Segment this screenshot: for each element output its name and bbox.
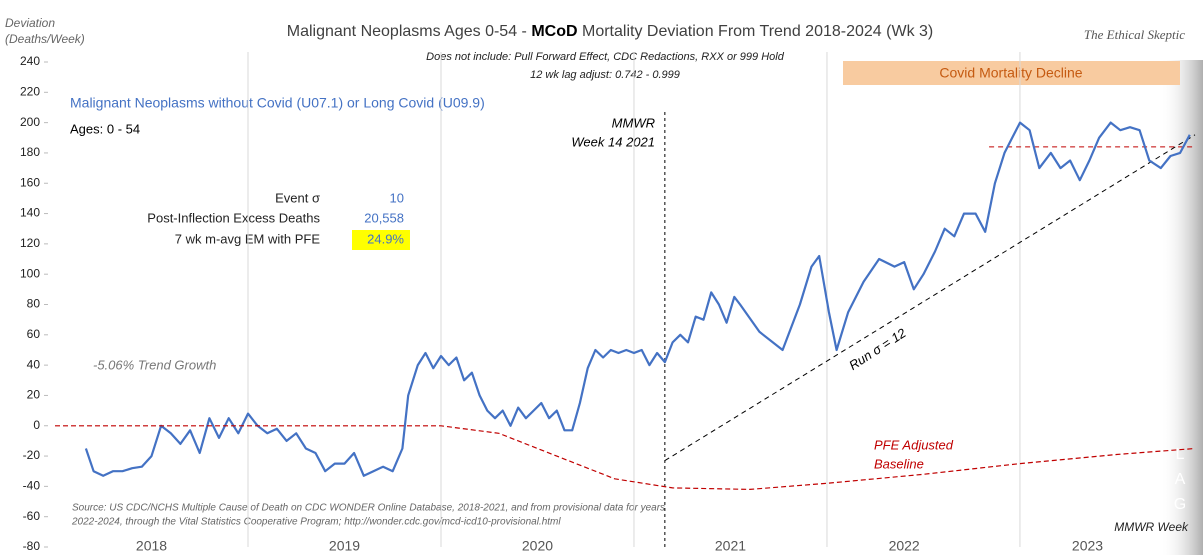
y-tick-label: 160 [20, 175, 40, 189]
y-tick-label: -60 [23, 509, 41, 523]
title-part: Malignant Neoplasms Ages 0-54 - [287, 23, 532, 40]
stat-value: 10 [390, 190, 404, 205]
trend-label: -5.06% Trend Growth [93, 357, 216, 372]
lag-label: A [1175, 471, 1186, 488]
plot: -80 -60 -40 -20 0 20 40 60 80 100 120 140 160 180 200 2… [20, 52, 1196, 554]
source: Source: US CDC/NCHS Multiple Cause of De… [72, 503, 665, 514]
highlight [352, 230, 410, 250]
stat-label: Event σ [275, 190, 320, 205]
stat-value: 24.9% [367, 231, 404, 246]
series-line [84, 121, 1191, 477]
y-tick-label: 0 [33, 418, 40, 432]
series-line [55, 425, 1196, 490]
y-tick-label: 80 [27, 297, 41, 311]
brand: The Ethical Skeptic [1084, 27, 1185, 42]
y-tick-label: 180 [20, 145, 40, 159]
y-tick-label: 240 [20, 54, 40, 68]
x-tick-label: 2019 [329, 538, 360, 554]
y-tick-label: 60 [27, 327, 41, 341]
reference-line [664, 134, 1196, 462]
lag-label: G [1174, 496, 1186, 513]
y-tick-label: -40 [23, 479, 41, 493]
subtitle: 12 wk lag adjust: 0.742 - 0.999 [530, 69, 680, 81]
lag-shade [1160, 60, 1203, 555]
y-tick-label: 40 [27, 357, 41, 371]
x-tick-label: 2022 [889, 538, 920, 554]
chart-title: Malignant Neoplasms Ages 0-54 - MCoD Mor… [287, 23, 933, 40]
title-part: Mortality Deviation From Trend 2018-2024… [578, 23, 934, 40]
y-tick-label: 20 [27, 388, 41, 402]
y-tick-label: 120 [20, 236, 40, 250]
y-tick-label: -80 [23, 539, 41, 553]
series-label: Malignant Neoplasms without Covid (U07.1… [70, 95, 485, 111]
mmwr-label: MMWR [612, 115, 655, 130]
x-tick-label: 2020 [522, 538, 553, 554]
stat-label: Post-Inflection Excess Deaths [147, 210, 320, 225]
subtitle: Does not include: Pull Forward Effect, C… [426, 51, 785, 63]
y-tick-label: 220 [20, 84, 40, 98]
x-tick-label: 2021 [715, 538, 746, 554]
title-part: MCoD [531, 23, 577, 40]
x-tick-label: 2018 [136, 538, 167, 554]
y-axis-label: Deviation [5, 16, 55, 30]
y-tick-label: -20 [23, 448, 41, 462]
ages-label: Ages: 0 - 54 [70, 121, 140, 136]
mmwr-label: Week 14 2021 [571, 134, 655, 149]
pfe-label: Baseline [874, 456, 924, 471]
run-label: Run σ = 12 [846, 325, 909, 373]
lag-label: L [1176, 446, 1185, 463]
y-axis-label: (Deaths/Week) [5, 32, 85, 46]
x-tick-label: 2023 [1072, 538, 1103, 554]
pfe-label: PFE Adjusted [874, 437, 954, 452]
y-tick-label: 100 [20, 266, 40, 280]
source: 2022-2024, through the Vital Statistics … [71, 517, 561, 528]
decline-label: Covid Mortality Decline [939, 65, 1082, 81]
x-axis-label: MMWR Week [1114, 520, 1189, 534]
decline-box [843, 61, 1180, 85]
stat-value: 20,558 [364, 210, 404, 225]
y-tick-label: 140 [20, 206, 40, 220]
y-tick-label: 200 [20, 115, 40, 129]
